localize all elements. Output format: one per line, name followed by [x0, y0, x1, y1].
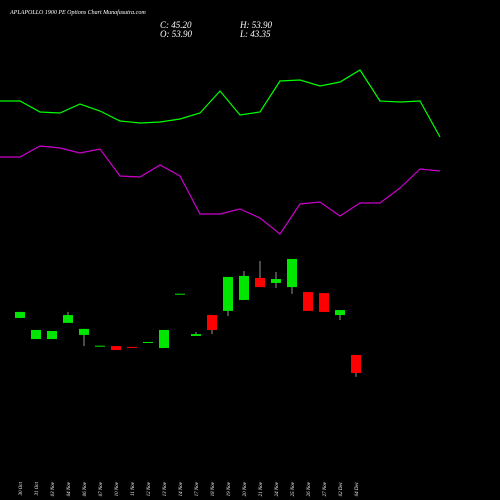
indicator-line [0, 145, 441, 235]
candle-body [335, 310, 345, 316]
candle-body [207, 315, 217, 330]
candle-body [255, 277, 265, 288]
x-tick-label: 02 Dec [339, 481, 344, 496]
x-tick-label: 31 Oct [35, 481, 40, 495]
x-tick-label: 24 Nov [275, 481, 280, 496]
candle-body [127, 346, 137, 348]
x-tick-label: 27 Nov [323, 481, 328, 496]
candle-body [271, 279, 281, 283]
candle-body [15, 311, 25, 318]
ohlc-open: O: 53.90 [160, 29, 192, 39]
candle-body [351, 354, 361, 374]
x-tick-label: 14 Nov [179, 481, 184, 496]
candle-body [319, 293, 329, 312]
x-tick-label: 07 Nov [99, 481, 104, 496]
x-tick-label: 11 Nov [131, 481, 136, 496]
candle-body [95, 345, 105, 347]
x-tick-label: 03 Nov [51, 481, 56, 496]
candle-body [63, 315, 73, 323]
indicator-line [0, 69, 441, 138]
x-tick-label: 21 Nov [259, 481, 264, 496]
candle-body [47, 330, 57, 340]
x-tick-label: 12 Nov [147, 481, 152, 496]
ohlc-high: H: 53.90 [239, 20, 272, 30]
candle-body [111, 346, 121, 351]
candle-body [287, 258, 297, 288]
ohlc-close: C: 45.20 [160, 20, 192, 30]
x-tick-label: 19 Nov [227, 481, 232, 496]
x-tick-label: 04 Nov [67, 481, 72, 496]
candle-body [239, 275, 249, 300]
chart-title: APLAPOLLO 1900 PE Options Chart Munafasu… [9, 9, 146, 16]
ohlc-low: L: 43.35 [239, 29, 271, 39]
candle-body [143, 341, 153, 343]
x-tick-label: 04 Dec [355, 481, 360, 496]
candle-body [175, 293, 185, 295]
candle-body [223, 276, 233, 311]
candle-body [79, 328, 89, 335]
x-tick-label: 18 Nov [211, 481, 216, 496]
x-tick-label: 06 Nov [83, 481, 88, 496]
x-tick-label: 20 Nov [243, 481, 248, 496]
candle-body [191, 334, 201, 336]
x-tick-label: 26 Nov [307, 481, 312, 496]
x-tick-label: 17 Nov [195, 481, 200, 496]
x-tick-label: 13 Nov [163, 481, 168, 496]
x-tick-label: 10 Nov [115, 481, 120, 496]
x-tick-label: 30 Oct [19, 481, 24, 495]
x-tick-label: 25 Nov [291, 481, 296, 496]
candle-body [159, 329, 169, 348]
candle-body [31, 329, 41, 340]
candle-body [303, 292, 313, 311]
